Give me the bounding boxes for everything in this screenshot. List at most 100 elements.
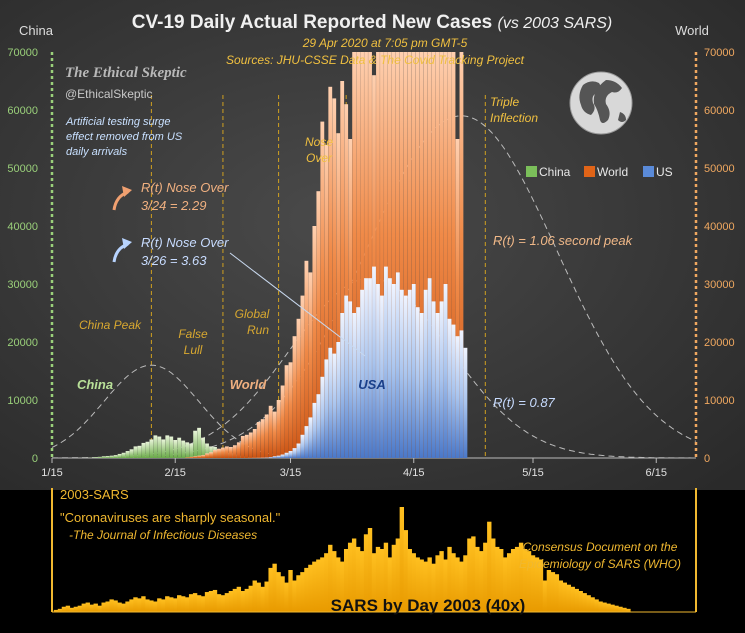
sars-bar — [387, 557, 393, 612]
bar-world — [284, 365, 289, 458]
x-tick-label: 2/15 — [165, 467, 186, 479]
bar-china — [161, 439, 166, 458]
sars-bar — [602, 602, 607, 612]
bar-world — [304, 260, 309, 458]
bar-us — [372, 266, 376, 458]
sars-bar — [403, 530, 408, 612]
bar-china — [117, 453, 122, 458]
bar-world — [280, 385, 285, 458]
bar-us — [328, 347, 333, 458]
triple-inflection-line-2: Inflection — [490, 111, 538, 125]
sars-bar — [244, 588, 249, 612]
bar-us — [411, 284, 416, 458]
sars-bar — [558, 580, 564, 612]
sars-bar — [328, 544, 333, 612]
sars-bar — [574, 588, 579, 612]
rt-us-annotation: R(t) Nose Over 3/26 = 3.63 — [112, 235, 229, 268]
x-tick-label: 5/15 — [522, 467, 543, 479]
consensus-line-2: Epidemiology of SARS (WHO) — [519, 557, 681, 571]
bar-world — [312, 226, 317, 458]
sars-bar — [57, 608, 63, 612]
bar-china — [145, 441, 150, 458]
sars-bar — [431, 563, 436, 612]
bar-world — [336, 133, 341, 458]
bar-us — [459, 330, 464, 458]
sars-bar — [522, 549, 528, 612]
sars-bar — [180, 596, 186, 612]
bar-world — [431, 52, 436, 458]
sars-bar — [343, 549, 349, 612]
bar-world — [320, 121, 325, 458]
sars-bars — [51, 488, 697, 613]
bar-world — [193, 456, 198, 458]
sars-bar — [411, 553, 416, 612]
rt-second-peak: R(t) = 1.06 second peak — [493, 233, 634, 248]
sars-bar — [296, 575, 301, 612]
nose-over-line-1: Nose — [305, 135, 333, 149]
sars-bar — [304, 567, 309, 612]
sars-bar — [570, 586, 575, 612]
sars-bar — [113, 600, 118, 612]
sars-bar — [77, 605, 83, 612]
sars-bar — [371, 553, 377, 612]
y-tick-label-right: 10000 — [704, 395, 735, 407]
sars-bar — [530, 555, 536, 612]
sars-bar — [85, 602, 90, 612]
sars-bar — [248, 585, 253, 612]
bar-us — [300, 434, 305, 458]
bar-world — [189, 456, 194, 458]
rt-world-annotation: R(t) Nose Over 3/24 = 2.29 — [112, 180, 229, 213]
legend-swatch-world — [584, 166, 595, 177]
bar-world — [376, 52, 380, 458]
sars-bar — [192, 593, 198, 612]
sars-bar — [542, 580, 548, 612]
y-tick-label-right: 40000 — [704, 221, 735, 233]
sars-bar — [598, 601, 603, 612]
sars-bar — [391, 544, 397, 612]
sars-bar — [506, 553, 512, 612]
bar-us — [284, 452, 289, 458]
bar-china — [193, 430, 198, 458]
bar-china — [205, 443, 209, 458]
bar-world — [332, 98, 337, 459]
bar-world — [300, 295, 305, 458]
x-tick-label: 1/15 — [41, 467, 62, 479]
bar-us — [316, 394, 321, 458]
bar-us — [272, 456, 277, 458]
bar-us — [320, 376, 325, 458]
sars-bar — [491, 538, 496, 612]
bar-world — [360, 52, 364, 458]
sars-bar — [554, 574, 560, 612]
y-tick-label-left: 70000 — [7, 47, 38, 59]
bar-us — [403, 295, 408, 458]
global-run-line-2: Run — [247, 323, 269, 337]
bar-us — [380, 295, 384, 458]
sars-bar — [590, 597, 595, 612]
bar-world — [380, 52, 384, 458]
sars-bar — [610, 604, 615, 612]
bar-us — [356, 307, 361, 458]
sars-bar — [459, 561, 464, 612]
bar-world — [419, 52, 424, 458]
sars-bar — [53, 609, 59, 612]
sars-bar — [292, 580, 297, 612]
bar-world — [352, 52, 357, 458]
bar-us — [415, 307, 420, 458]
bar-world — [407, 52, 412, 458]
bar-us — [336, 342, 341, 458]
sars-bar — [204, 592, 210, 612]
watermark-name: The Ethical Skeptic — [65, 65, 187, 81]
sars-bar — [435, 555, 440, 612]
bar-world — [228, 446, 233, 458]
sars-bar — [300, 572, 305, 612]
sars-bar — [618, 606, 623, 612]
sars-bar — [526, 551, 532, 612]
sars-bar — [268, 567, 273, 612]
sars-bar — [427, 557, 432, 612]
sars-bar — [177, 595, 182, 612]
bar-world — [236, 442, 241, 458]
bar-world — [364, 52, 368, 458]
bar-us — [364, 278, 368, 458]
sars-bar — [101, 602, 106, 612]
bar-world — [324, 144, 329, 459]
